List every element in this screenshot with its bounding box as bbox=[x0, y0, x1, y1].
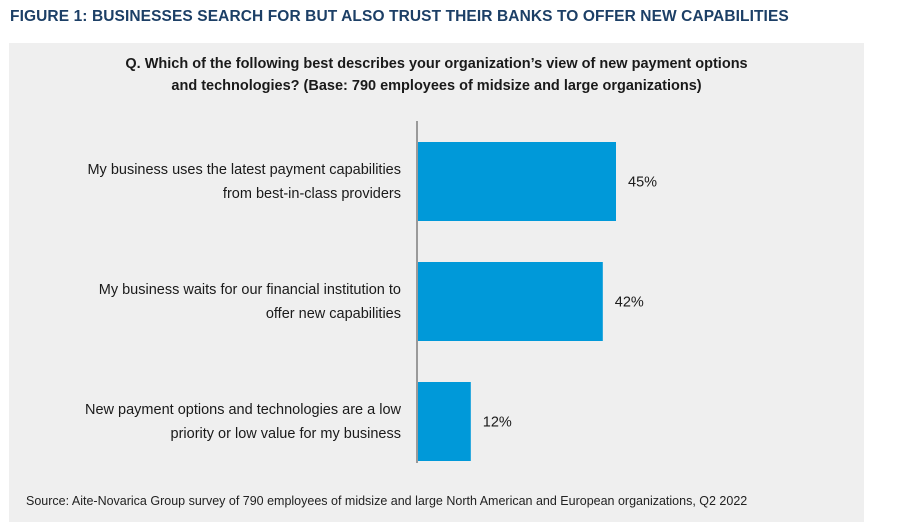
bar-chart: 45% 42% 12% bbox=[416, 121, 657, 463]
source-note: Source: Aite-Novarica Group survey of 79… bbox=[26, 494, 748, 508]
chart-panel: Q. Which of the following best describes… bbox=[9, 43, 864, 522]
category-label-1: My business uses the latest payment capa… bbox=[11, 158, 401, 206]
bar-3 bbox=[418, 382, 471, 461]
data-label-1: 45% bbox=[628, 175, 657, 191]
category-label-2: My business waits for our financial inst… bbox=[11, 278, 401, 326]
bar-2 bbox=[418, 262, 603, 341]
category-label-2-line-1: My business waits for our financial inst… bbox=[98, 281, 401, 298]
category-label-1-line-2: from best-in-class providers bbox=[222, 185, 401, 202]
data-label-3: 12% bbox=[483, 415, 512, 431]
category-label-1-line-1: My business uses the latest payment capa… bbox=[87, 161, 401, 178]
category-label-3-line-1: New payment options and technologies are… bbox=[85, 401, 401, 418]
question-line-2: and technologies? (Base: 790 employees o… bbox=[171, 78, 702, 94]
data-label-2: 42% bbox=[615, 295, 644, 311]
category-label-3: New payment options and technologies are… bbox=[11, 398, 401, 446]
figure-title: FIGURE 1: BUSINESSES SEARCH FOR BUT ALSO… bbox=[10, 8, 789, 25]
question-line-1: Q. Which of the following best describes… bbox=[125, 56, 748, 72]
category-label-2-line-2: offer new capabilities bbox=[265, 305, 401, 322]
bar-1 bbox=[418, 142, 616, 221]
category-label-3-line-2: priority or low value for my business bbox=[170, 425, 401, 442]
survey-question: Q. Which of the following best describes… bbox=[9, 53, 864, 97]
